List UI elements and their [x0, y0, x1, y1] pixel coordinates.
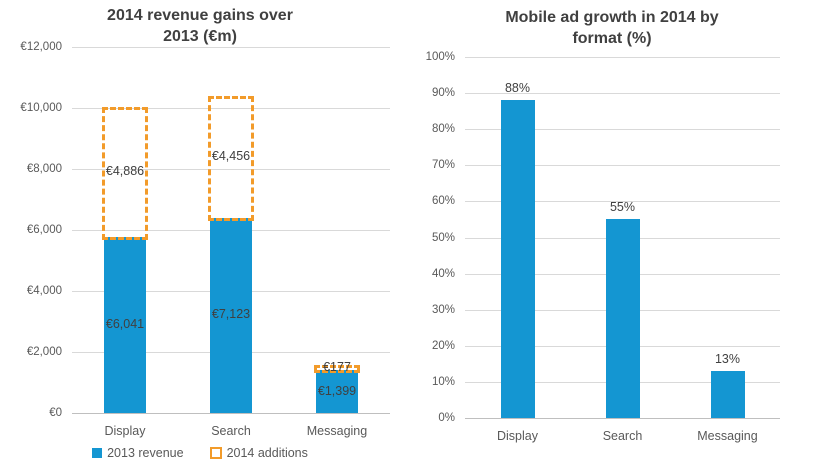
y-axis-tick-label: 40%: [431, 267, 455, 280]
growth-value-label: 13%: [714, 352, 741, 367]
gridline: [72, 47, 390, 48]
additions-outline-box-display: [102, 106, 148, 240]
x-axis-line: [465, 418, 780, 419]
revenue-gains-chart: 2014 revenue gains over 2013 (€m) 2013 r…: [0, 0, 400, 467]
y-axis-tick-label: 60%: [431, 195, 455, 208]
legend-label-2013-revenue: 2013 revenue: [107, 446, 184, 460]
additions-value-label: €4,456: [211, 148, 251, 163]
revenue-value-label: €1,399: [317, 383, 357, 398]
y-axis-tick-label: €2,000: [26, 346, 62, 358]
legend-item-2013-revenue: 2013 revenue: [92, 446, 184, 460]
x-axis-label-messaging: Messaging: [306, 424, 368, 438]
y-axis-tick-label: 20%: [431, 339, 455, 352]
chart-title-line2: 2013 (€m): [163, 28, 237, 45]
y-axis-tick-label: 70%: [431, 159, 455, 172]
y-axis-tick-label: €6,000: [26, 224, 62, 236]
revenue-value-label: €7,123: [211, 307, 251, 322]
additions-outline-box-search: [208, 95, 254, 221]
legend: 2013 revenue 2014 additions: [0, 446, 400, 460]
y-axis-tick-label: €10,000: [20, 102, 62, 114]
growth-bar-search: [605, 219, 640, 418]
gridline: [465, 93, 780, 95]
mobile-growth-chart: Mobile ad growth in 2014 by format (%) 0…: [408, 0, 816, 467]
gridline: [465, 129, 780, 131]
gridline: [465, 201, 780, 203]
legend-swatch-2013-revenue: [92, 448, 103, 458]
y-axis-tick-label: 80%: [431, 123, 455, 136]
legend-label-2014-additions: 2014 additions: [226, 446, 308, 460]
additions-value-label: €177: [323, 359, 351, 374]
growth-bar-display: [500, 100, 535, 418]
gridline: [465, 57, 780, 58]
y-axis-tick-label: 30%: [431, 303, 455, 316]
growth-value-label: 55%: [609, 200, 636, 215]
y-axis-tick-label: €12,000: [20, 41, 62, 53]
y-axis-tick-label: €4,000: [26, 285, 62, 297]
y-axis-tick-label: 0%: [438, 412, 455, 424]
y-axis-tick-label: 50%: [431, 231, 455, 244]
revenue-bar-messaging: [316, 370, 358, 413]
additions-outline-box-messaging: [314, 364, 360, 374]
revenue-bar-search: [210, 217, 252, 413]
x-axis-line: [72, 413, 390, 414]
revenue-value-label: €6,041: [105, 317, 145, 331]
y-axis-tick-label: 90%: [431, 87, 455, 100]
legend-swatch-2014-additions: [209, 447, 222, 459]
gridline: [72, 169, 390, 170]
x-axis-label-display: Display: [104, 424, 146, 438]
growth-bar-messaging: [710, 371, 745, 418]
y-axis-tick-label: 10%: [431, 375, 455, 388]
additions-value-label: €4,886: [105, 163, 145, 178]
x-axis-label-search: Search: [211, 424, 251, 438]
x-axis-label-messaging: Messaging: [697, 429, 758, 443]
chart-title-line1: 2014 revenue gains over: [107, 7, 293, 24]
chart-title-growth: Mobile ad growth in 2014 by format (%): [408, 7, 816, 49]
growth-value-label: 88%: [504, 81, 531, 96]
gridline: [72, 108, 390, 109]
x-axis-label-display: Display: [497, 429, 538, 443]
chart-title-line1: Mobile ad growth in 2014 by: [505, 9, 719, 26]
chart-title-line2: format (%): [572, 30, 652, 47]
chart-title-revenue: 2014 revenue gains over 2013 (€m): [0, 5, 400, 47]
x-axis-label-search: Search: [602, 429, 643, 443]
y-axis-tick-label: €8,000: [26, 163, 62, 175]
revenue-bar-display: [104, 237, 146, 413]
gridline: [465, 165, 780, 167]
legend-item-2014-additions: 2014 additions: [209, 446, 308, 460]
y-axis-tick-label: 100%: [425, 51, 455, 63]
y-axis-tick-label: €0: [49, 407, 62, 419]
